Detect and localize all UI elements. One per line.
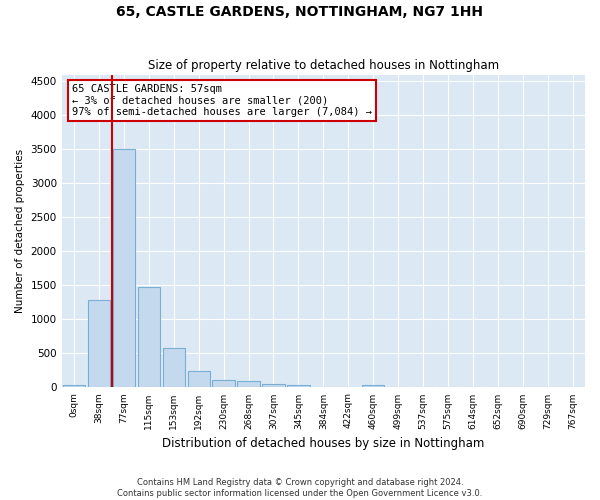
Bar — [362, 385, 385, 388]
Bar — [113, 150, 135, 388]
Bar — [287, 385, 310, 388]
Bar — [137, 287, 160, 388]
Bar — [238, 382, 260, 388]
X-axis label: Distribution of detached houses by size in Nottingham: Distribution of detached houses by size … — [162, 437, 485, 450]
Text: 65, CASTLE GARDENS, NOTTINGHAM, NG7 1HH: 65, CASTLE GARDENS, NOTTINGHAM, NG7 1HH — [116, 5, 484, 19]
Bar — [262, 384, 285, 388]
Bar — [163, 348, 185, 388]
Text: Contains HM Land Registry data © Crown copyright and database right 2024.
Contai: Contains HM Land Registry data © Crown c… — [118, 478, 482, 498]
Bar — [212, 380, 235, 388]
Y-axis label: Number of detached properties: Number of detached properties — [15, 149, 25, 313]
Bar — [188, 371, 210, 388]
Title: Size of property relative to detached houses in Nottingham: Size of property relative to detached ho… — [148, 59, 499, 72]
Bar — [63, 384, 85, 388]
Bar — [88, 300, 110, 388]
Text: 65 CASTLE GARDENS: 57sqm
← 3% of detached houses are smaller (200)
97% of semi-d: 65 CASTLE GARDENS: 57sqm ← 3% of detache… — [72, 84, 372, 117]
